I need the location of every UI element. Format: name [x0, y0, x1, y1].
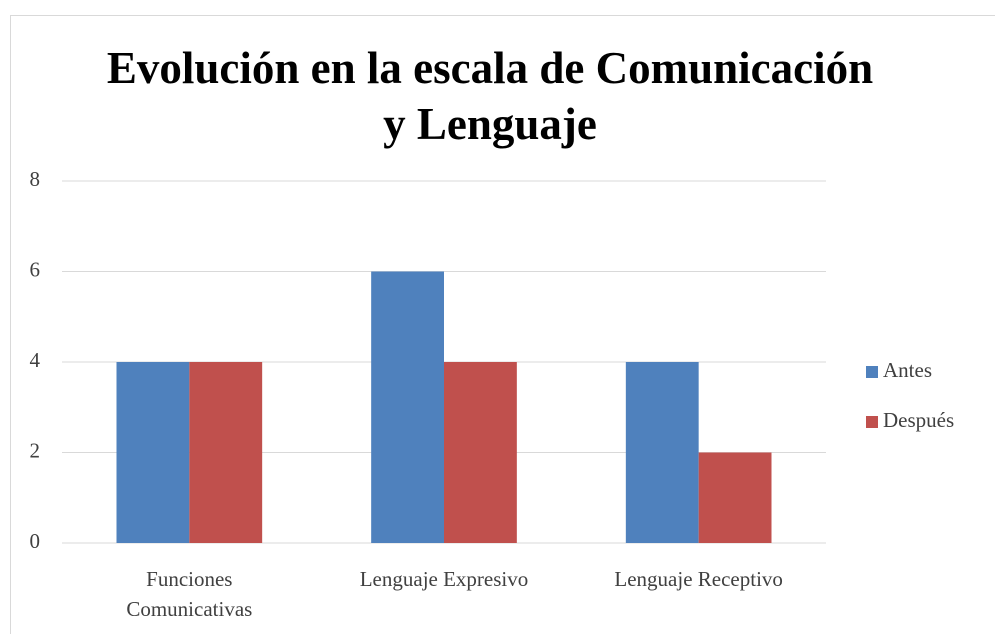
x-tick-label: Lenguaje Expresivo [359, 567, 529, 591]
bar [625, 362, 699, 543]
bar [189, 362, 263, 543]
y-tick-label: 6 [30, 257, 41, 281]
x-tick-label: Funciones Comunicativas [126, 567, 253, 621]
chart-frame [10, 15, 995, 634]
legend-swatch [866, 416, 878, 428]
bar [371, 271, 444, 543]
y-tick-label: 4 [30, 348, 41, 372]
chart-title: Evolución en la escala de Comunicación y… [106, 43, 874, 149]
legend-label: Antes [883, 358, 932, 382]
legend-label: Después [883, 408, 954, 432]
legend-swatch [866, 366, 878, 378]
bar [116, 362, 190, 543]
y-tick-label: 0 [30, 529, 41, 553]
x-tick-label: Lenguaje Receptivo [614, 567, 783, 591]
y-tick-label: 8 [30, 167, 41, 191]
y-tick-label: 2 [30, 438, 41, 462]
bar [444, 362, 517, 543]
bar [698, 452, 772, 543]
